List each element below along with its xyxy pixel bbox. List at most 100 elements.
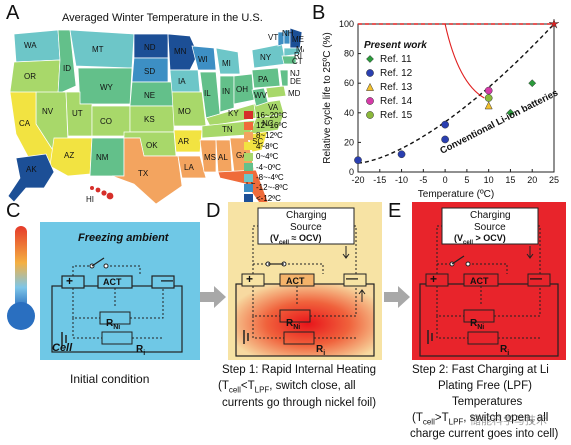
y-tick-label: 20 bbox=[344, 137, 354, 147]
data-point bbox=[484, 101, 493, 110]
legend-label: -12~-8ºC bbox=[256, 183, 289, 193]
legend-swatch bbox=[244, 111, 253, 120]
x-tick-label: 25 bbox=[549, 175, 559, 185]
svg-text:WI: WI bbox=[198, 55, 208, 64]
panel-e-caption-3: Temperatures bbox=[452, 396, 523, 408]
svg-text:LA: LA bbox=[184, 163, 194, 172]
svg-text:VT: VT bbox=[268, 33, 278, 42]
svg-text:WV: WV bbox=[254, 91, 268, 100]
panel-d-ri-label: Ri bbox=[316, 344, 326, 357]
x-tick-label: 5 bbox=[464, 175, 469, 185]
panel-e-caption-2: Plating Free (LPF) bbox=[438, 380, 532, 392]
data-point bbox=[354, 156, 362, 165]
svg-text:ND: ND bbox=[144, 43, 156, 52]
svg-text:NM: NM bbox=[96, 153, 109, 162]
legend-marker bbox=[365, 82, 375, 91]
y-tick-label: 100 bbox=[339, 19, 354, 29]
x-tick-label: -15 bbox=[373, 175, 386, 185]
panel-d-source-title: Charging bbox=[286, 210, 327, 221]
svg-text:IA: IA bbox=[178, 77, 186, 86]
svg-text:NY: NY bbox=[260, 53, 272, 62]
x-tick-label: 20 bbox=[527, 175, 537, 185]
svg-text:KY: KY bbox=[228, 109, 239, 118]
panel-d-plus: + bbox=[246, 272, 254, 286]
svg-text:TX: TX bbox=[138, 169, 149, 178]
state-oh bbox=[233, 73, 255, 105]
legend-swatch bbox=[244, 131, 253, 140]
y-tick-label: 80 bbox=[344, 49, 354, 59]
svg-text:WA: WA bbox=[24, 41, 37, 50]
x-tick-label: -20 bbox=[351, 175, 364, 185]
data-point bbox=[528, 79, 537, 88]
svg-text:MN: MN bbox=[174, 47, 187, 56]
svg-text:MO: MO bbox=[178, 107, 191, 116]
improvement-arrow bbox=[444, 23, 485, 99]
conventional-label: Conventional Li-ion batteries bbox=[438, 87, 560, 156]
svg-text:AK: AK bbox=[26, 165, 37, 174]
svg-text:UT: UT bbox=[72, 109, 83, 118]
state-id bbox=[57, 29, 77, 95]
legend-swatch bbox=[244, 183, 253, 192]
state-ut bbox=[65, 91, 93, 137]
legend-item: -4~0ºC bbox=[244, 162, 306, 172]
panel-e-source-cond: (Vcell > OCV) bbox=[454, 233, 506, 246]
legend-marker bbox=[366, 111, 374, 119]
panel-d-act: ACT bbox=[286, 276, 305, 286]
legend-label: -4~0ºC bbox=[256, 162, 281, 172]
svg-text:AZ: AZ bbox=[64, 151, 74, 160]
panel-e-diagram bbox=[412, 202, 566, 360]
panel-e-caption-1: Step 2: Fast Charging at Li bbox=[412, 364, 549, 376]
data-point bbox=[506, 108, 515, 117]
legend-label: 12~16ºC bbox=[256, 121, 288, 131]
panel-e-letter: E bbox=[388, 200, 402, 222]
x-tick-label: 10 bbox=[484, 175, 494, 185]
svg-text:IN: IN bbox=[222, 87, 230, 96]
svg-text:MT: MT bbox=[92, 45, 104, 54]
y-tick-label: 40 bbox=[344, 108, 354, 118]
svg-text:WY: WY bbox=[100, 83, 114, 92]
legend-item: -12~-8ºC bbox=[244, 183, 306, 193]
map-legend: 16~20ºC 12~16ºC 8~12ºC 4~8ºC 0~4ºC -4~0ºC -8~-… bbox=[244, 110, 306, 204]
svg-text:HI: HI bbox=[86, 195, 94, 204]
state-wv bbox=[251, 87, 269, 107]
state-nj bbox=[279, 69, 289, 87]
legend-marker bbox=[366, 69, 374, 77]
svg-text:MI: MI bbox=[222, 59, 231, 68]
panel-e-rni-label: RNi bbox=[470, 318, 485, 331]
panel-c-diagram bbox=[40, 222, 200, 360]
panel-b-letter: B bbox=[312, 2, 326, 24]
legend-swatch bbox=[244, 163, 253, 172]
legend-label: Ref. 11 bbox=[380, 54, 412, 65]
panel-c-rni-label: RNi bbox=[106, 318, 121, 331]
legend-item: 8~12ºC bbox=[244, 131, 306, 141]
panel-e-source-sub: Source bbox=[474, 222, 506, 233]
state-pa bbox=[251, 67, 281, 89]
state-ms bbox=[199, 139, 217, 173]
svg-text:MD: MD bbox=[288, 89, 301, 98]
us-map: WA OR ID MT WY NV CA UT CO AZ NM ND SD N… bbox=[7, 27, 304, 205]
panel-e-plus: + bbox=[430, 272, 438, 286]
state-tx bbox=[111, 137, 183, 205]
panel-e-minus: — bbox=[530, 271, 542, 285]
legend-label: 8~12ºC bbox=[256, 131, 283, 141]
svg-text:MA: MA bbox=[296, 45, 304, 54]
x-tick-label: -5 bbox=[419, 175, 427, 185]
legend-label: 4~8ºC bbox=[256, 141, 279, 151]
panel-d-letter: D bbox=[206, 200, 221, 222]
panel-d-caption-2: (Tcell<TLPF, switch close, all bbox=[218, 380, 356, 395]
arrow-c-to-d bbox=[200, 286, 226, 308]
panel-e-source-title: Charging bbox=[470, 210, 511, 221]
legend-marker bbox=[366, 97, 374, 105]
legend-label: Ref. 13 bbox=[380, 82, 413, 93]
svg-text:KS: KS bbox=[144, 115, 155, 124]
state-mi bbox=[215, 47, 241, 75]
svg-text:NV: NV bbox=[42, 107, 54, 116]
state-az bbox=[49, 137, 93, 177]
svg-text:TN: TN bbox=[222, 125, 233, 134]
svg-text:SD: SD bbox=[144, 67, 155, 76]
svg-text:NC: NC bbox=[262, 119, 274, 128]
cycle-life-chart: -20 -15 -10 -5 0 5 10 15 20 25 0 20 40 60 80 100 Tempera… bbox=[322, 18, 560, 200]
state-ma bbox=[283, 47, 301, 57]
legend-label: Ref. 15 bbox=[380, 110, 413, 121]
panel-e-caption-4: (Tcell>TLPF, switch open, all bbox=[412, 412, 549, 427]
